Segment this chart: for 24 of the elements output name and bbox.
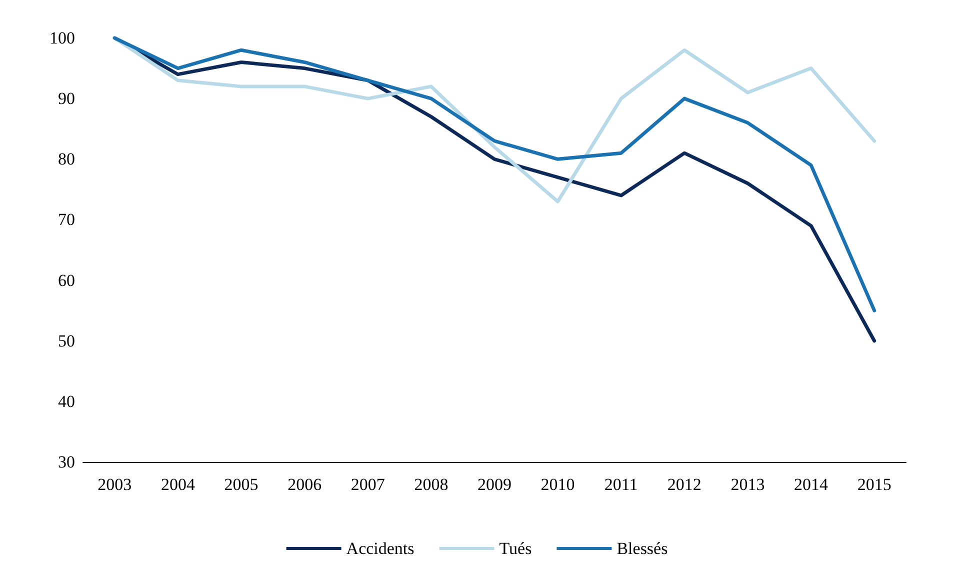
- y-tick-label: 80: [58, 150, 75, 169]
- y-tick-label: 60: [58, 270, 75, 290]
- x-tick-label: 2013: [730, 475, 765, 494]
- x-tick-label: 2009: [478, 475, 512, 494]
- x-tick-label: 2015: [857, 475, 892, 494]
- x-tick-label: 2014: [794, 475, 829, 494]
- x-tick-label: 2006: [288, 475, 322, 494]
- y-tick-label: 30: [58, 452, 75, 472]
- y-tick-label: 90: [58, 89, 75, 108]
- legend-label: Blessés: [616, 539, 668, 558]
- y-tick-label: 40: [58, 392, 75, 411]
- x-tick-label: 2011: [604, 475, 638, 494]
- y-tick-label: 70: [58, 210, 75, 230]
- x-tick-label: 2007: [350, 475, 386, 494]
- y-tick-label: 50: [58, 331, 75, 350]
- x-tick-label: 2008: [414, 475, 448, 494]
- x-tick-label: 2003: [98, 475, 132, 494]
- x-tick-label: 2010: [540, 475, 575, 494]
- x-tick-label: 2012: [667, 475, 702, 494]
- legend-label: Tués: [499, 539, 532, 558]
- x-tick-label: 2004: [160, 475, 196, 494]
- x-tick-label: 2005: [224, 475, 258, 494]
- y-tick-label: 100: [50, 28, 75, 48]
- legend-label: Accidents: [346, 539, 414, 558]
